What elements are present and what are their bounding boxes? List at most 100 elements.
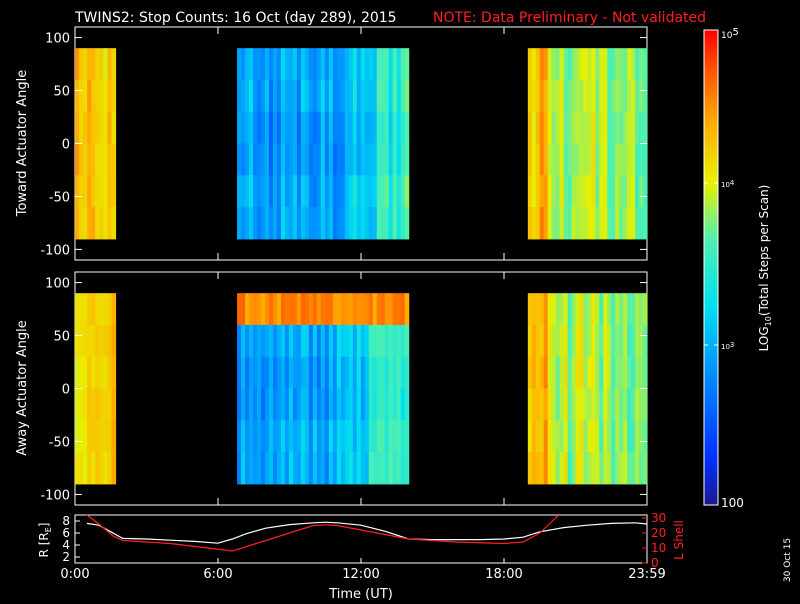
heatmap-cell	[79, 293, 84, 326]
heatmap-cell	[571, 420, 577, 453]
heatmap-cell	[396, 388, 402, 421]
heatmap-cell	[292, 324, 298, 358]
heatmap-cell	[587, 356, 592, 390]
heatmap-cell	[400, 79, 406, 113]
heatmap-cell	[300, 207, 306, 240]
heatmap-cell	[392, 293, 398, 326]
heatmap-cell	[623, 388, 628, 421]
heatmap-cell	[300, 452, 306, 485]
heatmap-cell	[639, 452, 644, 485]
heatmap-cell	[603, 388, 608, 421]
heatmap-cell	[272, 356, 278, 390]
heatmap-cell	[527, 324, 533, 358]
heatmap-cell	[551, 452, 557, 485]
heatmap-cell	[300, 293, 306, 326]
heatmap-cell	[384, 207, 390, 240]
heatmap-cell	[300, 324, 306, 358]
heatmap-cell	[352, 175, 358, 208]
heatmap-cell	[296, 143, 302, 176]
heatmap-cell	[288, 79, 294, 113]
heatmap-cell	[384, 420, 390, 453]
heatmap-cell	[272, 207, 278, 240]
heatmap-cell	[103, 79, 109, 113]
heatmap-cell	[599, 356, 604, 390]
heatmap-cell	[547, 324, 553, 358]
heatmap-cell	[261, 79, 266, 113]
heatmap-cell	[312, 324, 318, 358]
l-shell-series-line	[86, 514, 560, 552]
colorbar-tick-mid: 104	[721, 179, 735, 189]
heatmap-cell	[336, 293, 342, 326]
heatmap-cell	[527, 143, 533, 176]
heatmap-cell	[249, 207, 254, 240]
heatmap-cell	[579, 420, 585, 453]
heatmap-cell	[388, 356, 394, 390]
heatmap-cell	[404, 388, 410, 421]
heatmap-cell	[324, 324, 330, 358]
heatmap-cell	[623, 79, 628, 113]
y-tick-label: 100	[45, 277, 70, 292]
heatmap-cell	[268, 79, 274, 113]
heatmap-cell	[360, 420, 366, 453]
heatmap-cell	[639, 207, 644, 240]
heatmap-cell	[404, 324, 410, 358]
heatmap-cell	[607, 207, 612, 240]
heatmap-cell	[595, 356, 600, 390]
heatmap-cell	[539, 420, 545, 453]
heatmap-cell	[400, 324, 406, 358]
heatmap-cell	[392, 356, 398, 390]
heatmap-cell	[364, 143, 370, 176]
heatmap-cell	[396, 293, 402, 326]
l-shell-axis-label: L Shell	[672, 520, 686, 560]
heatmap-cell	[336, 79, 342, 113]
heatmap-cell	[535, 111, 541, 145]
heatmap-cell	[332, 388, 338, 421]
heatmap-cell	[308, 111, 314, 145]
heatmap-cell	[320, 48, 326, 81]
heatmap-cell	[619, 452, 624, 485]
heatmap-cell	[579, 48, 585, 81]
heatmap-cell	[619, 207, 624, 240]
heatmap-cell	[400, 452, 406, 485]
heatmap-cell	[615, 452, 620, 485]
heatmap-cell	[352, 48, 358, 81]
heatmap-cell	[261, 207, 266, 240]
heatmap-cell	[75, 207, 80, 240]
heatmap-cell	[79, 207, 84, 240]
heatmap-cell	[83, 324, 88, 358]
heatmap-cell	[376, 48, 382, 81]
heatmap-cell	[272, 420, 278, 453]
heatmap-cell	[111, 452, 117, 485]
heatmap-cell	[579, 79, 585, 113]
heatmap-cell	[583, 143, 589, 176]
heatmap-cell	[324, 175, 330, 208]
heatmap-cell	[316, 79, 322, 113]
heatmap-cell	[623, 293, 628, 326]
heatmap-cell	[368, 356, 374, 390]
heatmap-cell	[603, 324, 608, 358]
heatmap-cell	[559, 48, 565, 81]
heatmap-cell	[257, 48, 262, 81]
heatmap-cell	[372, 79, 378, 113]
heatmap-cell	[396, 111, 402, 145]
heatmap-cell	[356, 48, 362, 81]
heatmap-cell	[539, 79, 545, 113]
heatmap-cell	[623, 111, 628, 145]
heatmap-cell	[312, 143, 318, 176]
heatmap-cell	[388, 420, 394, 453]
heatmap-cell	[575, 388, 581, 421]
heatmap-cell	[87, 452, 92, 485]
heatmap-cell	[627, 207, 632, 240]
y-tick-label: 0	[62, 138, 70, 153]
heatmap-cell	[265, 293, 270, 326]
heatmap-cell	[304, 175, 310, 208]
heatmap-cell	[91, 207, 96, 240]
heatmap-cell	[611, 175, 616, 208]
heatmap-cell	[107, 420, 113, 453]
heatmap-cell	[99, 452, 104, 485]
heatmap-cell	[107, 452, 113, 485]
heatmap-cell	[559, 143, 565, 176]
heatmap-cell	[555, 175, 561, 208]
heatmap-cell	[603, 293, 608, 326]
heatmap-cell	[543, 79, 549, 113]
